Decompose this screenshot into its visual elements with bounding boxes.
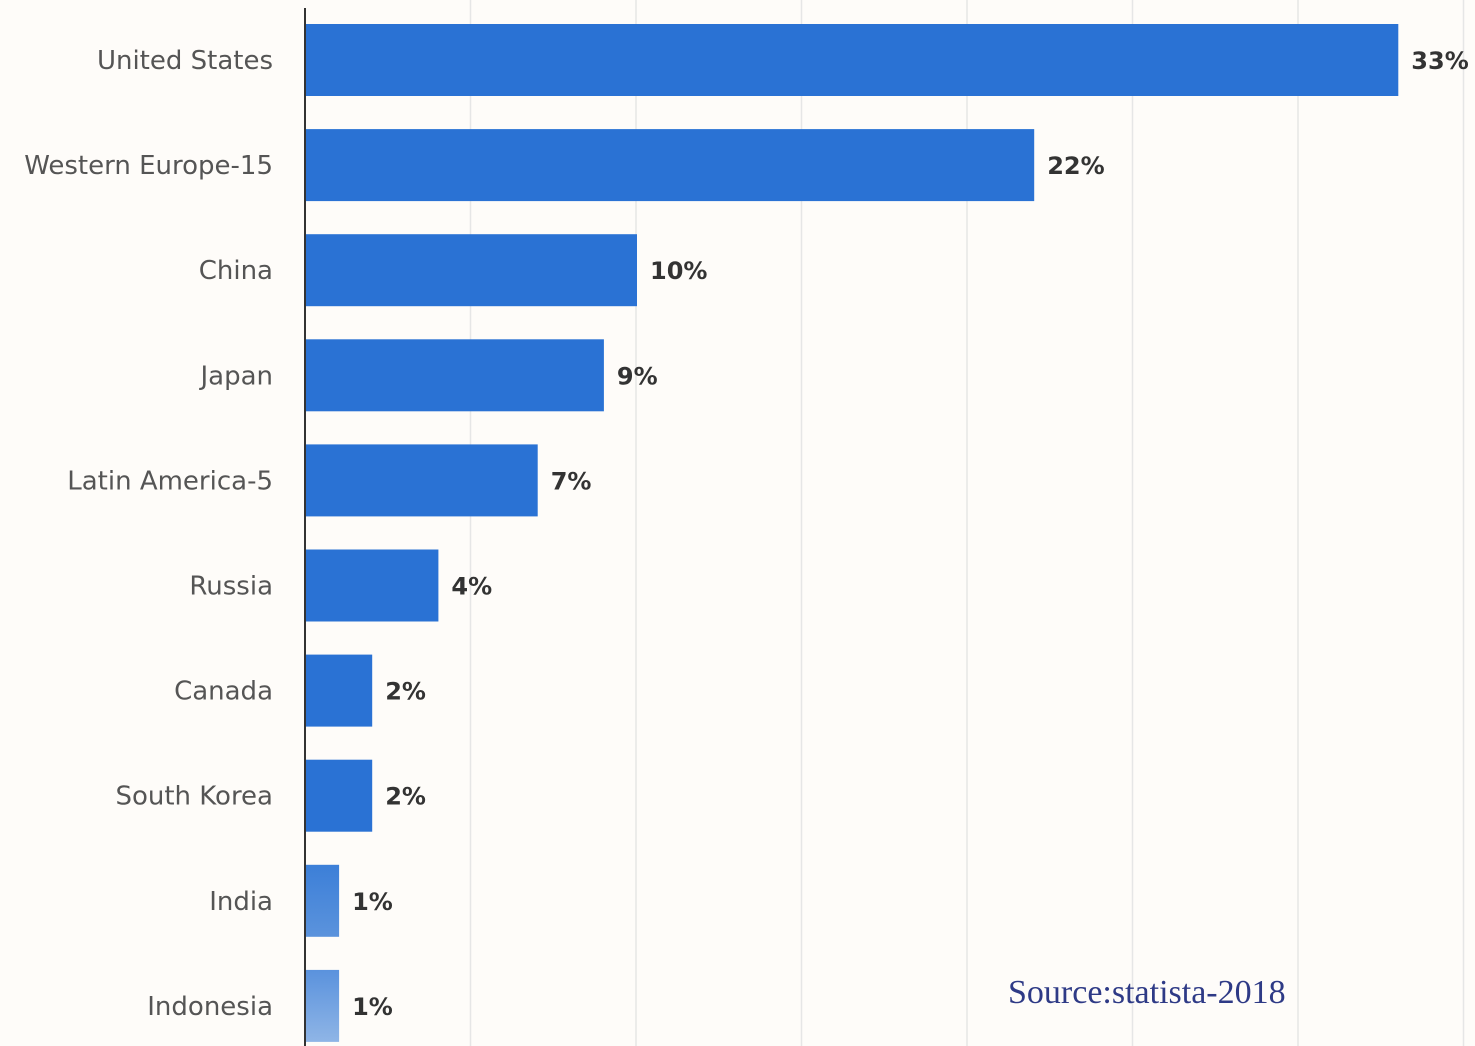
source-annotation: Source:statista-2018 — [1008, 974, 1286, 1011]
category-label-china: China — [199, 256, 273, 286]
value-label-canada: 2% — [385, 678, 426, 706]
category-label-latin-america-5: Latin America-5 — [67, 466, 273, 496]
category-label-russia: Russia — [189, 572, 273, 602]
bar-united-states — [306, 24, 1399, 96]
value-label-russia: 4% — [451, 573, 492, 601]
value-label-indonesia: 1% — [352, 993, 393, 1021]
value-label-south-korea: 2% — [385, 783, 426, 811]
category-label-canada: Canada — [174, 677, 273, 707]
category-label-indonesia: Indonesia — [147, 992, 273, 1022]
category-labels: United States Western Europe-15 China Japan… — [24, 46, 273, 1022]
value-label-western-europe-15: 22% — [1047, 152, 1104, 180]
bar-china — [306, 234, 637, 307]
bar-indonesia — [306, 969, 340, 1042]
category-label-india: India — [209, 887, 273, 917]
bar-russia — [306, 549, 439, 622]
bar-japan — [306, 339, 604, 412]
bar-south-korea — [306, 759, 373, 832]
value-label-japan: 9% — [617, 362, 658, 390]
value-label-latin-america-5: 7% — [551, 467, 592, 495]
category-label-japan: Japan — [198, 361, 273, 391]
category-label-western-europe-15: Western Europe-15 — [24, 151, 273, 181]
category-label-south-korea: South Korea — [115, 782, 273, 812]
value-label-china: 10% — [650, 257, 707, 285]
value-label-india: 1% — [352, 888, 393, 916]
value-labels: 33% 22% 10% 9% 7% 4% 2% 2% 1% 1% — [352, 47, 1469, 1021]
category-label-united-states: United States — [97, 46, 273, 76]
bar-india — [306, 864, 340, 937]
bar-canada — [306, 654, 373, 727]
bar-latin-america-5 — [306, 444, 538, 517]
bars — [306, 24, 1399, 1042]
bar-western-europe-15 — [306, 129, 1035, 202]
value-label-united-states: 33% — [1411, 47, 1468, 75]
